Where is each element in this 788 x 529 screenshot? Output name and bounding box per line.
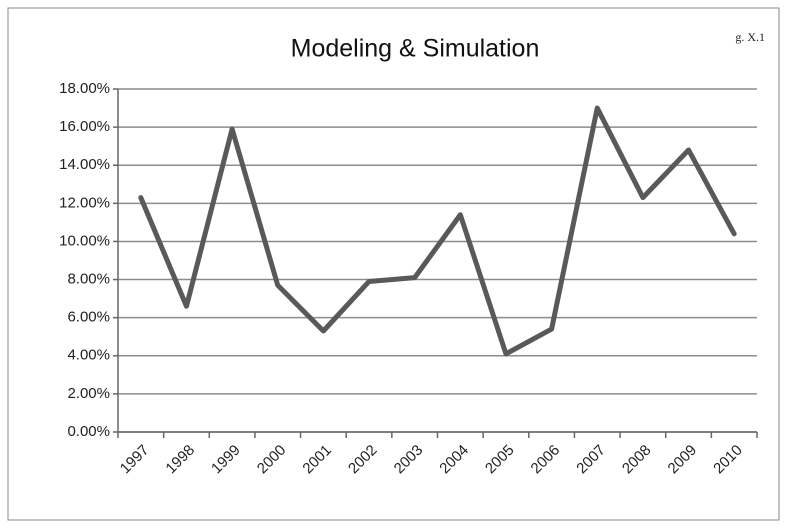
y-tick-label: 4.00%: [67, 347, 110, 364]
y-tick-label: 8.00%: [67, 271, 110, 288]
data-line: [138, 105, 737, 357]
y-tick-label: 0.00%: [67, 423, 110, 440]
annotation: g. X.1: [735, 30, 765, 44]
y-tick-label: 10.00%: [59, 232, 110, 249]
chart-border: [7, 7, 780, 521]
y-tick-label: 2.00%: [67, 385, 110, 402]
y-tick-label: 18.00%: [59, 80, 110, 97]
y-tick-label: 6.00%: [67, 309, 110, 326]
y-tick-label: 12.00%: [59, 194, 110, 211]
chart-title: Modeling & Simulation: [291, 35, 540, 63]
y-tick-label: 16.00%: [59, 118, 110, 135]
y-tick-label: 14.00%: [59, 156, 110, 173]
